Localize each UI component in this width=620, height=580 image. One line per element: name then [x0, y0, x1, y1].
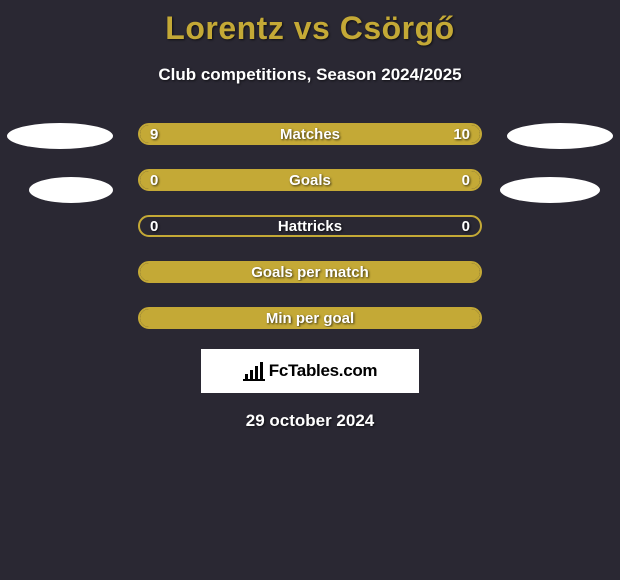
stat-bar: Min per goal: [138, 307, 482, 329]
stat-fill-left: [140, 125, 300, 143]
stat-fill-right: [310, 171, 480, 189]
decorative-ellipse: [507, 123, 613, 149]
player-b-name: Csörgő: [340, 10, 455, 46]
stat-bar: Goals per match: [138, 261, 482, 283]
stat-value-right: 10: [453, 126, 470, 143]
stat-bar: 9 10 Matches: [138, 123, 482, 145]
stat-bar: 0 0 Hattricks: [138, 215, 482, 237]
stat-label: Min per goal: [266, 310, 354, 327]
stats-area: 9 10 Matches 0 0 Goals 0 0 Hattricks Goals per ma…: [0, 123, 620, 329]
stat-label: Goals: [289, 172, 331, 189]
decorative-ellipse: [500, 177, 600, 203]
vs-text: vs: [294, 10, 331, 46]
stat-value-left: 0: [150, 172, 158, 189]
stat-label: Matches: [280, 126, 340, 143]
stat-value-right: 0: [462, 172, 470, 189]
date-text: 29 october 2024: [0, 411, 620, 431]
stat-label: Goals per match: [251, 264, 369, 281]
stat-bar: 0 0 Goals: [138, 169, 482, 191]
stat-label: Hattricks: [278, 218, 342, 235]
watermark-logo: FcTables.com: [201, 349, 419, 393]
subtitle: Club competitions, Season 2024/2025: [0, 65, 620, 85]
stat-fill-left: [140, 171, 310, 189]
stat-value-left: 9: [150, 126, 158, 143]
chart-icon: [243, 361, 265, 381]
player-a-name: Lorentz: [165, 10, 284, 46]
watermark-text: FcTables.com: [269, 361, 378, 381]
stat-value-right: 0: [462, 218, 470, 235]
decorative-ellipse: [7, 123, 113, 149]
stat-value-left: 0: [150, 218, 158, 235]
decorative-ellipse: [29, 177, 113, 203]
comparison-title: Lorentz vs Csörgő: [0, 0, 620, 47]
